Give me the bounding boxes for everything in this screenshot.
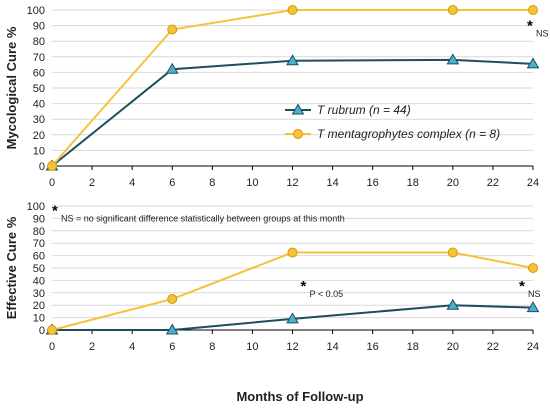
x-tick-label: 24	[527, 177, 539, 189]
y-tick-label: 20	[33, 300, 45, 312]
annotation-text: P < 0.05	[310, 289, 344, 299]
annotation-star: *	[519, 278, 525, 295]
x-tick-label: 2	[89, 177, 95, 189]
legend-marker-triangle	[291, 103, 305, 115]
x-tick-label: 6	[169, 177, 175, 189]
x-tick-label: 16	[367, 341, 379, 353]
x-tick-label: 0	[49, 177, 55, 189]
y-tick-label: 0	[39, 161, 45, 173]
data-point-circle	[167, 24, 178, 35]
x-tick-label: 12	[286, 177, 298, 189]
x-tick-label: 12	[286, 341, 298, 353]
y-axis-label: Effective Cure %	[4, 216, 19, 319]
data-point-triangle	[446, 53, 460, 65]
data-point-circle	[528, 5, 538, 15]
y-tick-label: 80	[33, 226, 45, 238]
legend-marker-circle	[293, 129, 303, 139]
annotation-text: NS	[528, 289, 541, 299]
x-tick-label: 8	[209, 177, 215, 189]
x-tick-label: 0	[49, 341, 55, 353]
data-point-triangle	[526, 301, 540, 313]
y-tick-label: 40	[33, 99, 45, 111]
x-tick-label: 22	[487, 341, 499, 353]
y-tick-label: 10	[33, 145, 45, 157]
y-tick-label: 30	[33, 288, 45, 300]
x-tick-label: 4	[129, 341, 135, 353]
y-tick-label: 50	[33, 83, 45, 95]
legend-label: T mentagrophytes complex (n = 8)	[317, 127, 500, 141]
x-tick-label: 4	[129, 177, 135, 189]
data-point-circle	[167, 294, 178, 304]
y-axis-label: Mycological Cure %	[4, 26, 19, 149]
x-tick-label: 8	[209, 341, 215, 353]
data-point-circle	[447, 247, 458, 258]
data-point-circle	[47, 161, 57, 171]
data-point-triangle	[165, 62, 179, 74]
data-point-circle	[47, 325, 57, 335]
annotation-star: *	[52, 202, 58, 219]
annotation-star: *	[527, 18, 533, 35]
data-point-triangle	[165, 323, 179, 335]
annotation-text: NS = no significant difference statistic…	[61, 213, 345, 223]
x-tick-label: 20	[447, 341, 459, 353]
x-tick-label: 20	[447, 177, 459, 189]
x-tick-label: 16	[367, 177, 379, 189]
y-tick-label: 20	[33, 130, 45, 142]
y-tick-label: 70	[33, 52, 45, 64]
data-point-circle	[287, 247, 298, 258]
x-tick-label: 24	[527, 341, 539, 353]
data-point-circle	[287, 5, 298, 15]
data-point-circle	[447, 5, 458, 15]
y-tick-label: 90	[33, 213, 45, 225]
x-tick-label: 10	[246, 177, 258, 189]
legend-label: T rubrum (n = 44)	[317, 103, 411, 117]
x-axis-label: Months of Follow-up	[236, 389, 363, 404]
y-tick-label: 90	[33, 21, 45, 33]
y-tick-label: 100	[27, 5, 45, 17]
y-tick-label: 100	[27, 201, 45, 213]
y-tick-label: 10	[33, 313, 45, 325]
y-tick-label: 60	[33, 251, 45, 263]
data-point-triangle	[446, 298, 460, 310]
x-tick-label: 6	[169, 341, 175, 353]
data-point-triangle	[526, 57, 540, 69]
y-tick-label: 30	[33, 114, 45, 126]
y-tick-label: 40	[33, 275, 45, 287]
y-tick-label: 70	[33, 238, 45, 250]
x-tick-label: 18	[407, 177, 419, 189]
x-tick-label: 10	[246, 341, 258, 353]
x-tick-label: 14	[326, 341, 338, 353]
data-point-circle	[528, 263, 538, 273]
annotation-text: NS	[536, 29, 549, 39]
x-tick-label: 22	[487, 177, 499, 189]
data-point-triangle	[286, 54, 299, 66]
annotation-star: *	[301, 278, 307, 295]
x-tick-label: 18	[407, 341, 419, 353]
x-tick-label: 2	[89, 341, 95, 353]
y-tick-label: 0	[39, 325, 45, 337]
data-point-triangle	[286, 312, 299, 324]
y-tick-label: 60	[33, 67, 45, 79]
y-tick-label: 50	[33, 263, 45, 275]
y-tick-label: 80	[33, 36, 45, 48]
legend: T rubrum (n = 44) T mentagrophytes comple…	[285, 103, 500, 141]
x-tick-label: 14	[326, 177, 338, 189]
